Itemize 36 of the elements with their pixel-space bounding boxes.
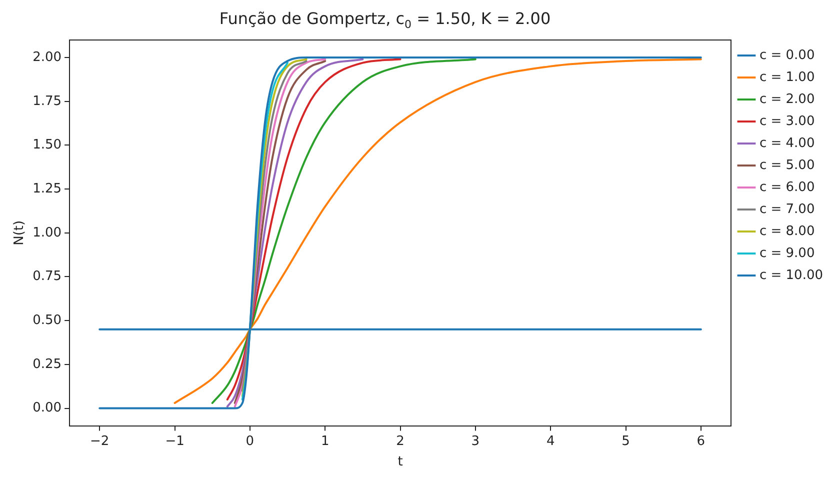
y-tick-label: 1.50 xyxy=(32,138,62,153)
legend-label: c = 9.00 xyxy=(759,246,815,261)
y-tick-label: 0.25 xyxy=(32,356,62,372)
legend-label: c = 7.00 xyxy=(759,202,815,217)
x-tick-label: −2 xyxy=(90,434,110,449)
y-tick-label: 2.00 xyxy=(32,50,62,65)
x-tick-label: 3 xyxy=(471,434,480,449)
x-tick-label: 2 xyxy=(396,434,404,449)
line-series xyxy=(226,58,364,408)
x-tick-label: 6 xyxy=(696,434,706,449)
x-tick-label: −1 xyxy=(165,434,184,449)
y-tick-label: 0.75 xyxy=(32,269,62,284)
x-axis-title: t xyxy=(398,454,403,470)
legend-label: c = 10.00 xyxy=(759,268,824,283)
line-series xyxy=(241,62,289,400)
legend-label: c = 4.00 xyxy=(759,136,815,151)
x-tick-label: 1 xyxy=(320,434,330,449)
chart-title: Função de Gompertz, c$_{0}$ = 1.50, K = 2.00 xyxy=(218,9,552,32)
legend-label: c = 8.00 xyxy=(759,224,815,239)
y-tick-label: 0.50 xyxy=(32,312,62,328)
y-tick-label: 0.00 xyxy=(32,400,62,416)
x-tick-label: 0 xyxy=(246,434,254,449)
legend-label: c = 3.00 xyxy=(759,114,815,129)
y-tick-label: 1.75 xyxy=(32,94,62,109)
legend-label: c = 1.00 xyxy=(759,70,815,85)
line-series xyxy=(226,58,402,400)
legend-label: c = 5.00 xyxy=(759,158,815,173)
y-tick-label: 1.00 xyxy=(32,225,62,240)
legend-label: c = 6.00 xyxy=(759,180,815,195)
legend-label: c = 0.00 xyxy=(759,48,815,63)
line-series xyxy=(211,58,476,404)
x-tick-label: 5 xyxy=(622,434,630,449)
x-tick-label: 4 xyxy=(546,434,555,449)
legend-label: c = 2.00 xyxy=(759,92,815,107)
y-tick-label: 1.25 xyxy=(32,181,62,196)
y-axis-title: N(t) xyxy=(12,220,28,246)
